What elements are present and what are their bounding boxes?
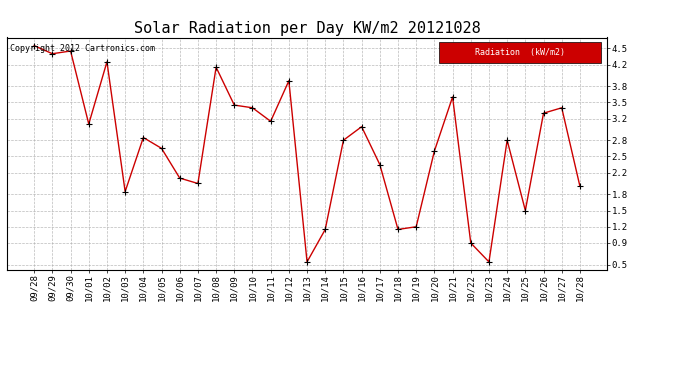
FancyBboxPatch shape — [439, 42, 601, 63]
Text: Radiation  (kW/m2): Radiation (kW/m2) — [475, 48, 565, 57]
Text: Copyright 2012 Cartronics.com: Copyright 2012 Cartronics.com — [10, 45, 155, 54]
Title: Solar Radiation per Day KW/m2 20121028: Solar Radiation per Day KW/m2 20121028 — [134, 21, 480, 36]
